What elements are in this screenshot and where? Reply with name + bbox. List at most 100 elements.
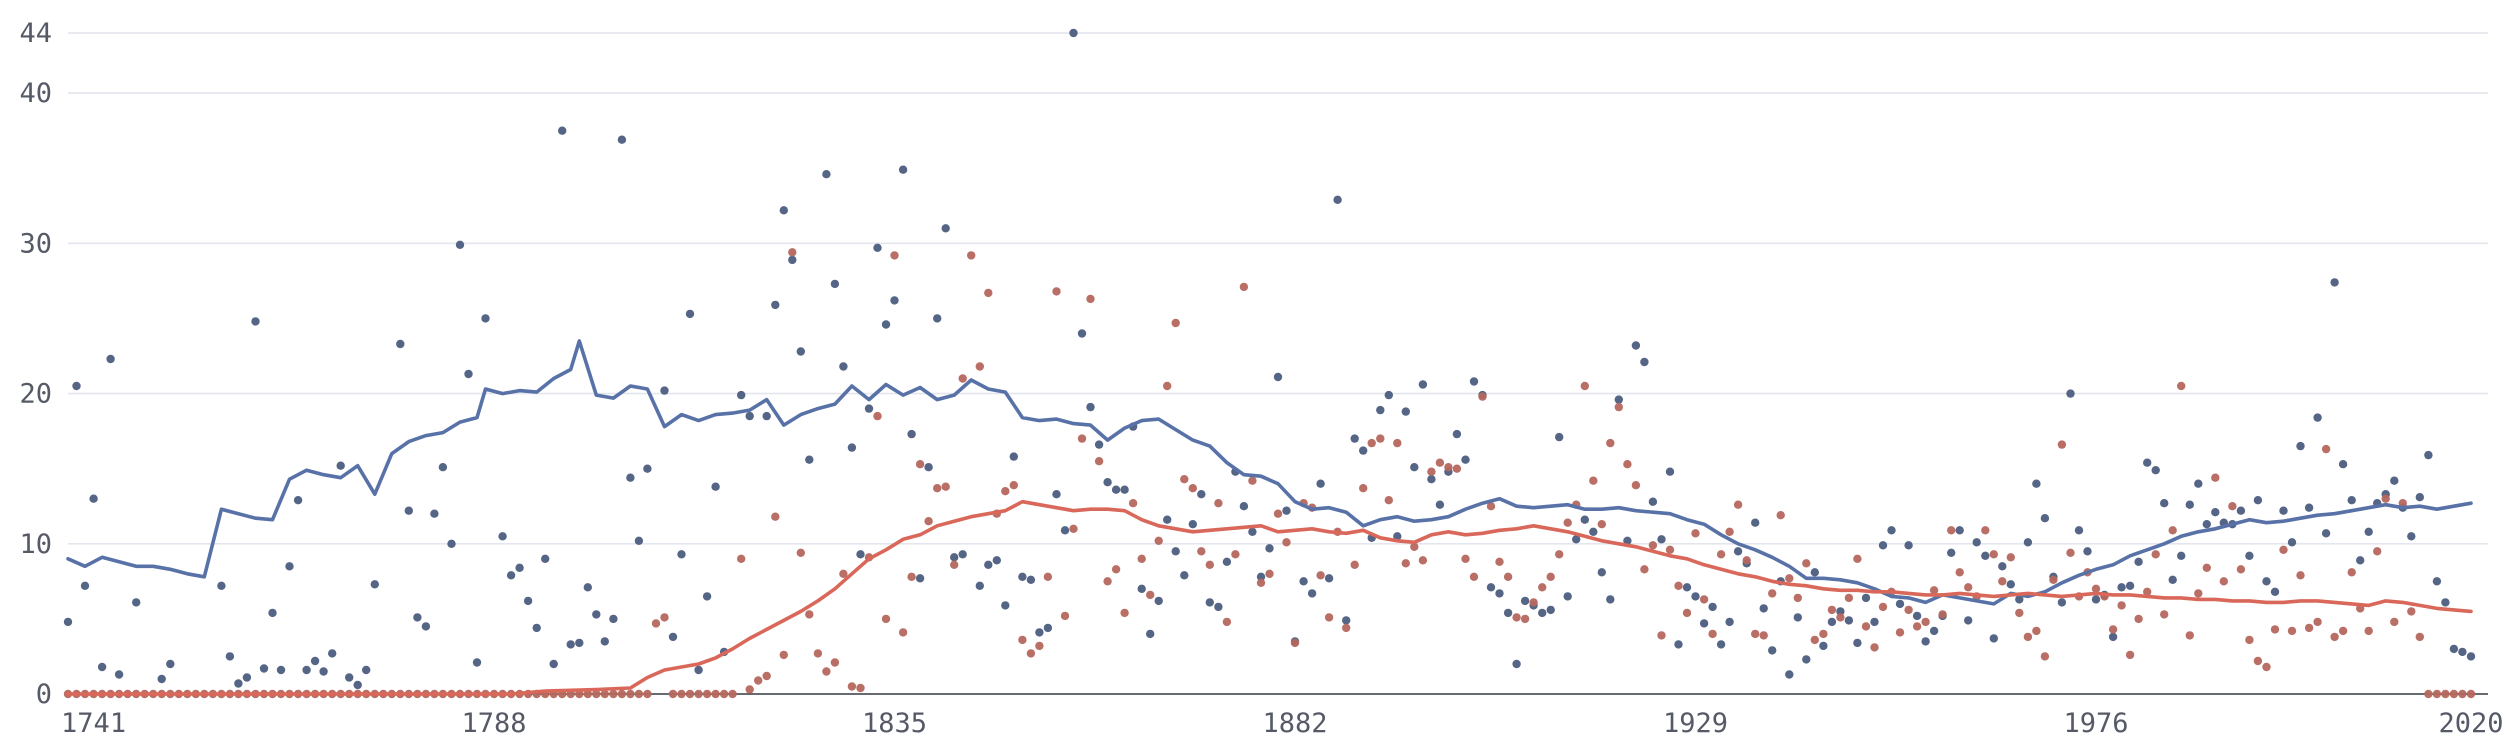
data-point xyxy=(1546,605,1555,615)
data-point xyxy=(1870,617,1879,627)
data-point xyxy=(1665,545,1675,554)
data-point xyxy=(2236,506,2246,515)
data-point xyxy=(1427,475,1436,484)
data-point xyxy=(242,673,252,682)
series-line-blue xyxy=(66,339,2473,606)
data-point xyxy=(1035,628,1044,637)
data-point xyxy=(1674,640,1683,649)
data-point xyxy=(72,381,81,391)
data-point xyxy=(2023,632,2033,642)
data-point xyxy=(481,314,490,323)
data-point xyxy=(660,386,669,395)
data-point xyxy=(1154,596,1163,606)
data-point xyxy=(847,682,857,691)
data-point xyxy=(788,255,797,265)
data-point xyxy=(924,517,933,526)
data-point xyxy=(677,550,686,559)
data-point xyxy=(2407,532,2416,541)
data-point xyxy=(1094,440,1104,449)
data-point xyxy=(1001,487,1010,496)
data-point xyxy=(566,640,575,649)
data-point xyxy=(1708,602,1717,612)
data-point xyxy=(234,679,243,688)
series-line-red xyxy=(66,499,2473,696)
data-point xyxy=(2432,577,2442,586)
data-point xyxy=(634,689,644,699)
data-point xyxy=(2441,689,2450,699)
data-point xyxy=(575,638,584,648)
data-point xyxy=(1197,490,1206,499)
data-point xyxy=(1512,659,1521,669)
data-point xyxy=(1103,577,1112,586)
data-point xyxy=(1188,484,1198,493)
data-point xyxy=(2117,583,2126,592)
data-point xyxy=(89,494,98,503)
data-point xyxy=(2458,647,2467,657)
data-point xyxy=(1810,635,1820,645)
data-point xyxy=(2441,598,2450,607)
data-point xyxy=(1282,538,1291,547)
data-point xyxy=(762,671,771,681)
data-point xyxy=(1120,608,1129,618)
data-point xyxy=(1342,616,1351,625)
data-point xyxy=(1043,572,1053,581)
data-point xyxy=(1469,377,1479,386)
data-point xyxy=(1665,467,1675,476)
data-point xyxy=(1836,607,1845,616)
data-point xyxy=(805,610,814,619)
data-point xyxy=(1154,536,1163,545)
data-point xyxy=(1077,329,1087,338)
data-point xyxy=(2296,571,2305,580)
data-point xyxy=(97,662,107,672)
data-point xyxy=(915,574,925,583)
data-point xyxy=(268,608,277,618)
data-point xyxy=(2364,527,2373,536)
data-point xyxy=(1180,475,1189,484)
data-point xyxy=(873,243,882,252)
data-point xyxy=(1367,438,1376,448)
data-point xyxy=(1418,556,1428,565)
data-point xyxy=(1435,500,1445,509)
data-point xyxy=(1844,616,1854,625)
data-point xyxy=(600,637,609,646)
data-point xyxy=(1921,637,1930,646)
data-point xyxy=(881,614,891,624)
x-tick-label: 1835 xyxy=(862,708,927,738)
data-point xyxy=(1623,536,1632,545)
data-point xyxy=(1520,614,1530,624)
data-point xyxy=(941,224,950,233)
data-point xyxy=(1410,542,1419,551)
data-point xyxy=(907,429,916,439)
data-point xyxy=(984,288,993,298)
data-point xyxy=(1938,610,1947,619)
y-tick-label: 20 xyxy=(19,379,52,410)
data-point xyxy=(2185,500,2194,509)
data-point xyxy=(1955,568,1964,577)
data-point xyxy=(1103,478,1112,487)
data-point xyxy=(1657,535,1666,544)
data-point xyxy=(856,683,865,693)
data-point xyxy=(523,596,533,606)
data-point xyxy=(2108,632,2118,642)
data-point xyxy=(2304,503,2314,512)
data-point xyxy=(933,484,942,493)
data-point xyxy=(2040,652,2050,661)
data-point xyxy=(771,512,780,521)
data-point xyxy=(1716,550,1726,559)
data-point xyxy=(1503,572,1513,581)
data-point xyxy=(668,689,678,699)
data-point xyxy=(2143,458,2152,467)
data-point xyxy=(1546,572,1555,581)
data-point xyxy=(1802,559,1811,568)
y-tick-label: 40 xyxy=(19,78,52,109)
data-point xyxy=(1682,608,1692,618)
data-point xyxy=(2321,444,2331,454)
data-point xyxy=(1759,604,1768,613)
data-point xyxy=(506,571,516,580)
data-point xyxy=(1657,631,1666,640)
data-point xyxy=(1699,619,1709,628)
data-point xyxy=(933,314,942,323)
data-point xyxy=(950,560,959,569)
data-point xyxy=(898,165,908,174)
y-tick-label: 0 xyxy=(36,679,52,710)
